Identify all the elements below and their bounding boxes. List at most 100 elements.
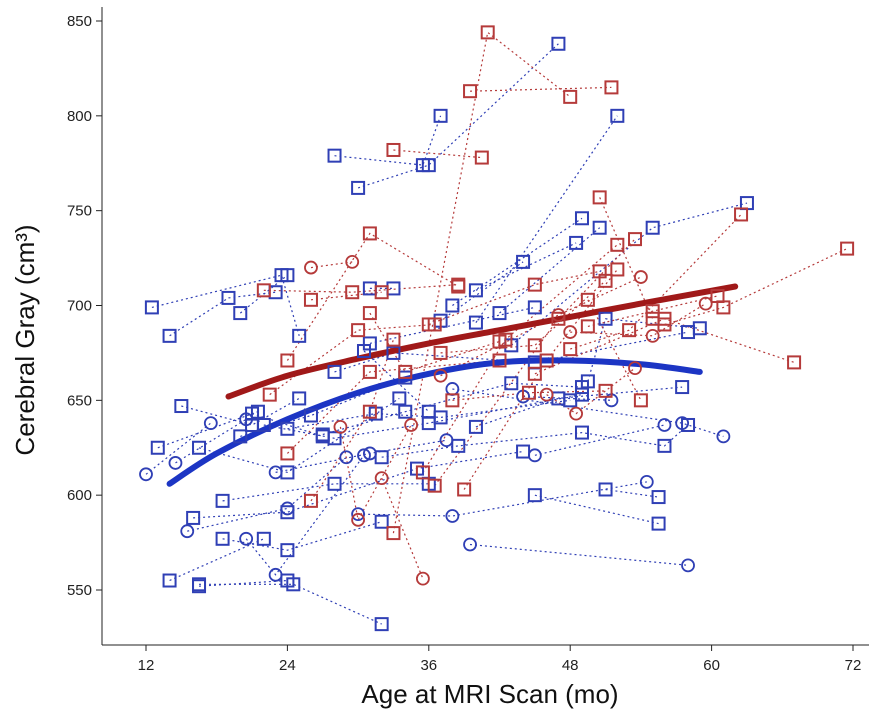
- data-point-square: [622, 323, 637, 338]
- data-point-circle: [362, 446, 377, 461]
- data-point-square: [192, 440, 207, 455]
- data-point-square: [292, 328, 307, 343]
- data-point-square: [521, 385, 536, 400]
- y-tick-label: 750: [67, 203, 92, 220]
- subject-connector-line: [369, 306, 536, 344]
- data-point-square: [527, 277, 542, 292]
- data-point-circle: [539, 387, 554, 402]
- y-tick-label: 550: [67, 582, 92, 599]
- data-point-square: [421, 416, 436, 431]
- data-point-circle: [527, 448, 542, 463]
- data-point-circle: [268, 567, 283, 582]
- data-point-circle: [657, 418, 672, 432]
- data-point-square: [386, 526, 401, 541]
- subject-connector-line: [605, 488, 659, 498]
- subject-connector-line: [310, 261, 353, 269]
- data-point-square: [421, 158, 436, 173]
- data-point-square: [362, 404, 377, 419]
- data-point-square: [527, 338, 542, 353]
- data-point-circle: [433, 368, 448, 383]
- subject-connector-line: [440, 280, 606, 354]
- subject-connector-line: [339, 424, 412, 522]
- subject-connector-line: [463, 269, 618, 490]
- data-point-square: [675, 380, 690, 395]
- trend-lines: [166, 283, 739, 487]
- data-point-square: [492, 353, 507, 368]
- data-point-square: [592, 190, 607, 205]
- data-point-square: [787, 355, 802, 370]
- data-point-circle: [268, 465, 283, 480]
- data-point-square: [527, 488, 542, 503]
- x-axis-title: Age at MRI Scan (mo): [361, 679, 618, 709]
- axes: [96, 7, 869, 651]
- data-point-square: [433, 410, 448, 425]
- subject-connector-line: [381, 477, 424, 579]
- data-point-circle: [445, 509, 460, 523]
- x-tick-label: 24: [279, 657, 296, 674]
- subject-connector-line: [251, 413, 323, 437]
- subject-connector-line: [263, 284, 459, 293]
- subject-connector-line: [469, 86, 612, 92]
- data-point-square: [315, 427, 330, 442]
- data-point-circle: [339, 450, 354, 465]
- data-point-square: [256, 283, 271, 298]
- data-point-square: [421, 404, 436, 419]
- x-tick-label: 60: [703, 657, 720, 674]
- data-point-square: [598, 482, 613, 497]
- subject-connector-line: [664, 248, 848, 326]
- subject-connector-line: [452, 217, 583, 306]
- data-point-square: [574, 211, 589, 226]
- data-point-square: [516, 254, 531, 269]
- data-point-square: [716, 300, 731, 315]
- data-point-circle: [333, 419, 348, 434]
- data-point-square: [645, 220, 660, 235]
- tick-labels: 550 600 650 700 750 800 850 12 24 36 48 60 72: [67, 13, 861, 674]
- data-point-square: [498, 332, 513, 347]
- data-point-square: [598, 311, 613, 326]
- data-point-circle: [551, 308, 566, 322]
- subject-connector-line: [599, 197, 654, 320]
- data-point-square: [362, 306, 377, 321]
- data-point-circle: [203, 416, 218, 430]
- data-point-square: [463, 84, 478, 99]
- data-point-square: [280, 353, 295, 368]
- subject-connector-line: [534, 494, 659, 525]
- subject-connector-line: [286, 359, 500, 454]
- data-point-square: [280, 446, 295, 461]
- y-axis-title: Cerebral Gray (cm³): [10, 224, 40, 455]
- data-point-circle: [374, 471, 389, 485]
- data-point-square: [386, 345, 401, 360]
- data-point-square: [433, 108, 448, 123]
- data-point-square: [280, 543, 295, 558]
- data-point-square: [592, 220, 607, 235]
- data-point-circle: [675, 416, 690, 430]
- subject-connector-line: [587, 299, 642, 401]
- data-point-square: [362, 226, 377, 241]
- data-point-square: [598, 273, 613, 288]
- subject-connector-line: [263, 394, 583, 439]
- data-point-square: [392, 391, 407, 406]
- data-point-square: [580, 319, 595, 334]
- data-point-square: [527, 300, 542, 315]
- data-point-circle: [280, 501, 295, 516]
- data-point-square: [262, 387, 277, 402]
- data-point-square: [327, 364, 342, 379]
- data-point-square: [645, 311, 660, 326]
- data-point-circle: [645, 328, 660, 343]
- subject-connector-line: [475, 386, 683, 428]
- data-point-square: [551, 391, 566, 406]
- data-points: [139, 25, 855, 632]
- data-point-square: [292, 391, 307, 406]
- data-point-square: [451, 279, 466, 294]
- data-point-square: [433, 345, 448, 360]
- data-point-square: [563, 89, 578, 104]
- subject-connector-line: [434, 238, 636, 487]
- x-tick-label: 48: [562, 657, 579, 674]
- data-point-square: [221, 290, 236, 305]
- data-point-circle: [180, 524, 195, 539]
- data-point-square: [351, 323, 366, 338]
- data-point-circle: [239, 531, 254, 546]
- subject-connector-line: [546, 367, 636, 415]
- data-point-square: [480, 25, 495, 40]
